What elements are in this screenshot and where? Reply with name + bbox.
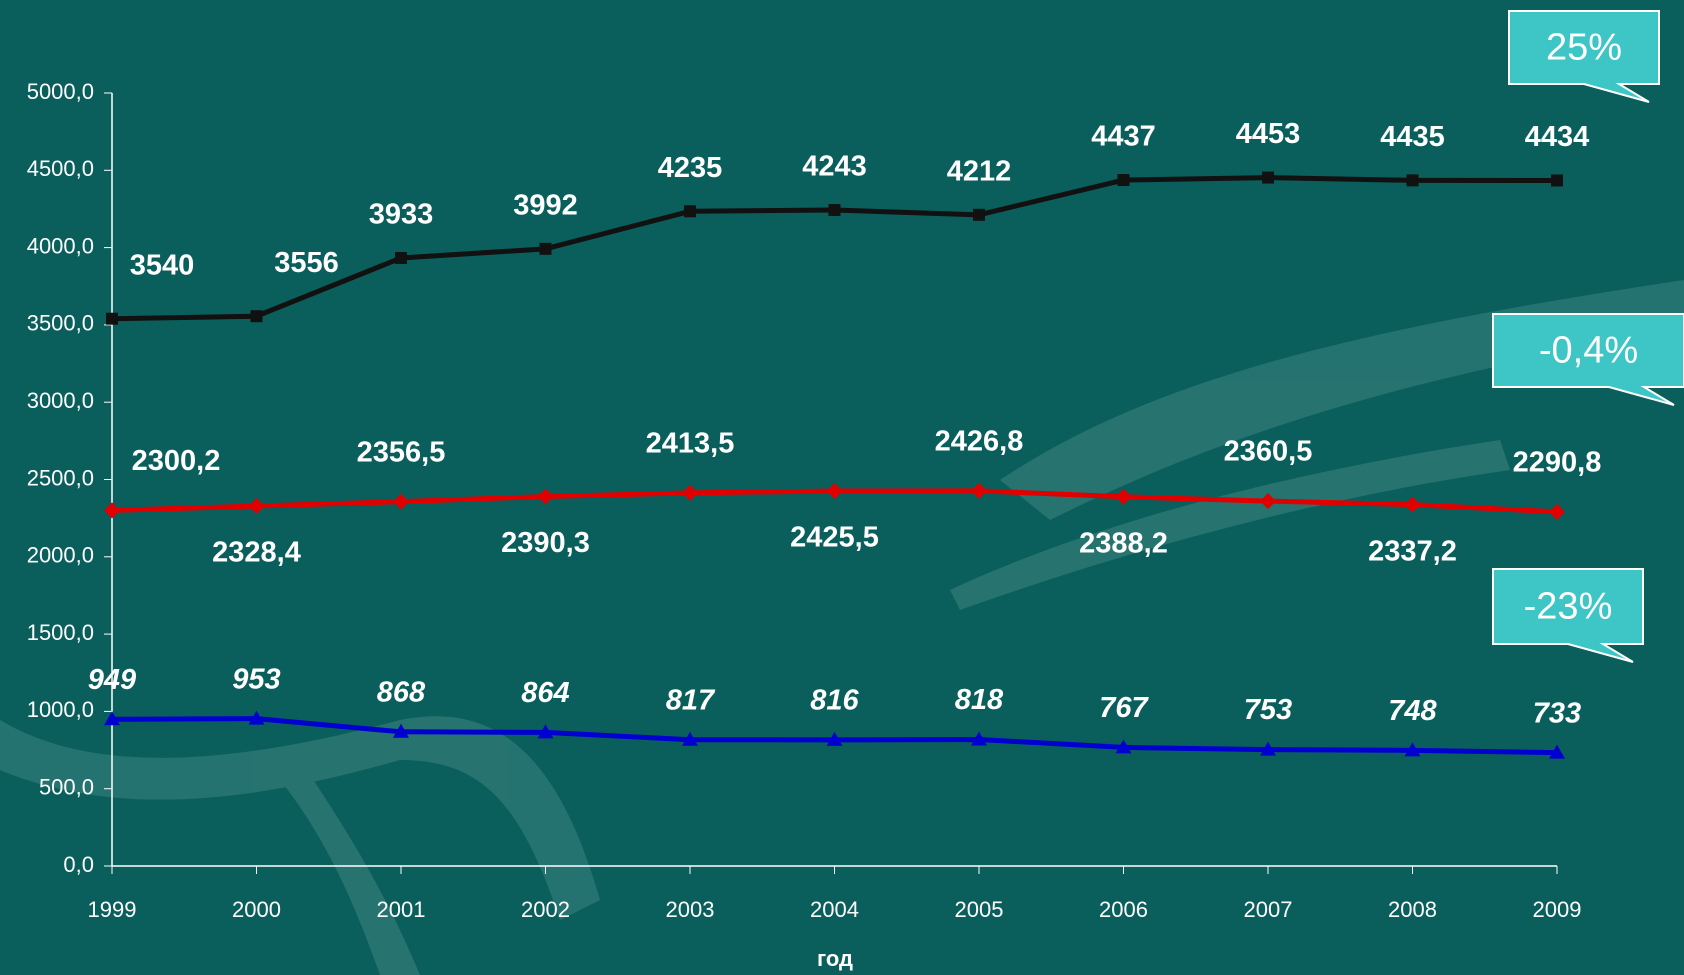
value-label: 733 — [1533, 697, 1581, 729]
value-label: 4435 — [1380, 121, 1445, 153]
x-tick-label: 2000 — [232, 897, 281, 922]
x-tick-label: 2003 — [666, 897, 715, 922]
marker — [973, 209, 985, 221]
value-label: 3556 — [274, 247, 339, 279]
y-tick-label: 0,0 — [63, 852, 94, 877]
x-tick-label: 2004 — [810, 897, 859, 922]
y-tick-label: 3000,0 — [27, 388, 94, 413]
value-label: 816 — [810, 685, 859, 717]
value-label: 4434 — [1525, 121, 1590, 153]
value-label: 3933 — [369, 199, 434, 231]
x-tick-label: 1999 — [88, 897, 137, 922]
chart: год 0,0 500,0 1000,0 1500,0 2000,0 2500,0 3000… — [0, 0, 1684, 975]
value-label: 2388,2 — [1079, 527, 1168, 559]
x-tick-label: 2009 — [1533, 897, 1582, 922]
marker — [106, 313, 118, 325]
value-label: 2360,5 — [1224, 436, 1313, 468]
value-label: 767 — [1099, 692, 1149, 724]
value-label: 748 — [1388, 695, 1437, 727]
value-label: 753 — [1244, 694, 1292, 726]
value-label: 2328,4 — [212, 537, 301, 569]
value-label: 2300,2 — [132, 445, 221, 477]
value-label: 2425,5 — [790, 522, 879, 554]
marker — [1116, 489, 1132, 505]
y-tick-label: 5000,0 — [27, 79, 94, 104]
y-tick-label: 1500,0 — [27, 620, 94, 645]
marker — [538, 488, 554, 504]
value-label: 817 — [666, 684, 716, 716]
marker — [1262, 172, 1274, 184]
marker — [1405, 497, 1421, 513]
marker — [971, 483, 987, 499]
value-label: 864 — [521, 677, 569, 709]
callout-text: 25% — [1546, 27, 1622, 69]
value-label: 2413,5 — [646, 428, 735, 460]
page: {"chart_data": {"type": "line", "categor… — [0, 0, 1684, 975]
x-axis-label: год — [817, 946, 853, 971]
value-label: 953 — [232, 663, 280, 695]
callout-text: -0,4% — [1539, 330, 1638, 372]
marker — [682, 485, 698, 501]
value-label: 949 — [88, 664, 136, 696]
marker — [827, 483, 843, 499]
value-label: 2356,5 — [357, 436, 446, 468]
x-tick-label: 2005 — [955, 897, 1004, 922]
y-tick-label: 2000,0 — [27, 543, 94, 568]
marker — [829, 204, 841, 216]
value-label: 4437 — [1091, 121, 1156, 153]
value-label: 2426,8 — [935, 425, 1024, 457]
x-tick-label: 2008 — [1388, 897, 1437, 922]
value-label: 868 — [377, 676, 426, 708]
marker — [104, 502, 120, 518]
y-tick-label: 1000,0 — [27, 697, 94, 722]
value-label: 3992 — [513, 189, 578, 221]
marker — [251, 310, 263, 322]
value-label: 4453 — [1236, 118, 1301, 150]
value-label: 4235 — [658, 152, 723, 184]
x-tick-label: 2007 — [1244, 897, 1293, 922]
background-decoration — [0, 280, 1684, 975]
x-tick-label: 2002 — [521, 897, 570, 922]
y-tick-label: 500,0 — [39, 775, 94, 800]
marker — [249, 498, 265, 514]
value-label: 2290,8 — [1513, 446, 1602, 478]
callout-text: -23% — [1524, 586, 1613, 628]
value-label: 3540 — [130, 249, 195, 281]
y-tick-label: 2500,0 — [27, 465, 94, 490]
value-label: 4243 — [802, 151, 867, 183]
y-tick-label: 3500,0 — [27, 311, 94, 336]
marker — [1407, 174, 1419, 186]
x-tick-label: 2006 — [1099, 897, 1148, 922]
marker — [1549, 504, 1565, 520]
marker — [1118, 174, 1130, 186]
value-label: 818 — [955, 684, 1004, 716]
marker — [395, 252, 407, 264]
value-label: 2390,3 — [501, 527, 590, 559]
y-tick-label: 4500,0 — [27, 156, 94, 181]
marker — [684, 205, 696, 217]
marker — [393, 494, 409, 510]
marker — [540, 243, 552, 255]
value-label: 4212 — [947, 155, 1012, 187]
y-tick-label: 4000,0 — [27, 233, 94, 258]
value-label: 2337,2 — [1368, 535, 1457, 567]
x-tick-label: 2001 — [377, 897, 426, 922]
marker — [1551, 175, 1563, 187]
